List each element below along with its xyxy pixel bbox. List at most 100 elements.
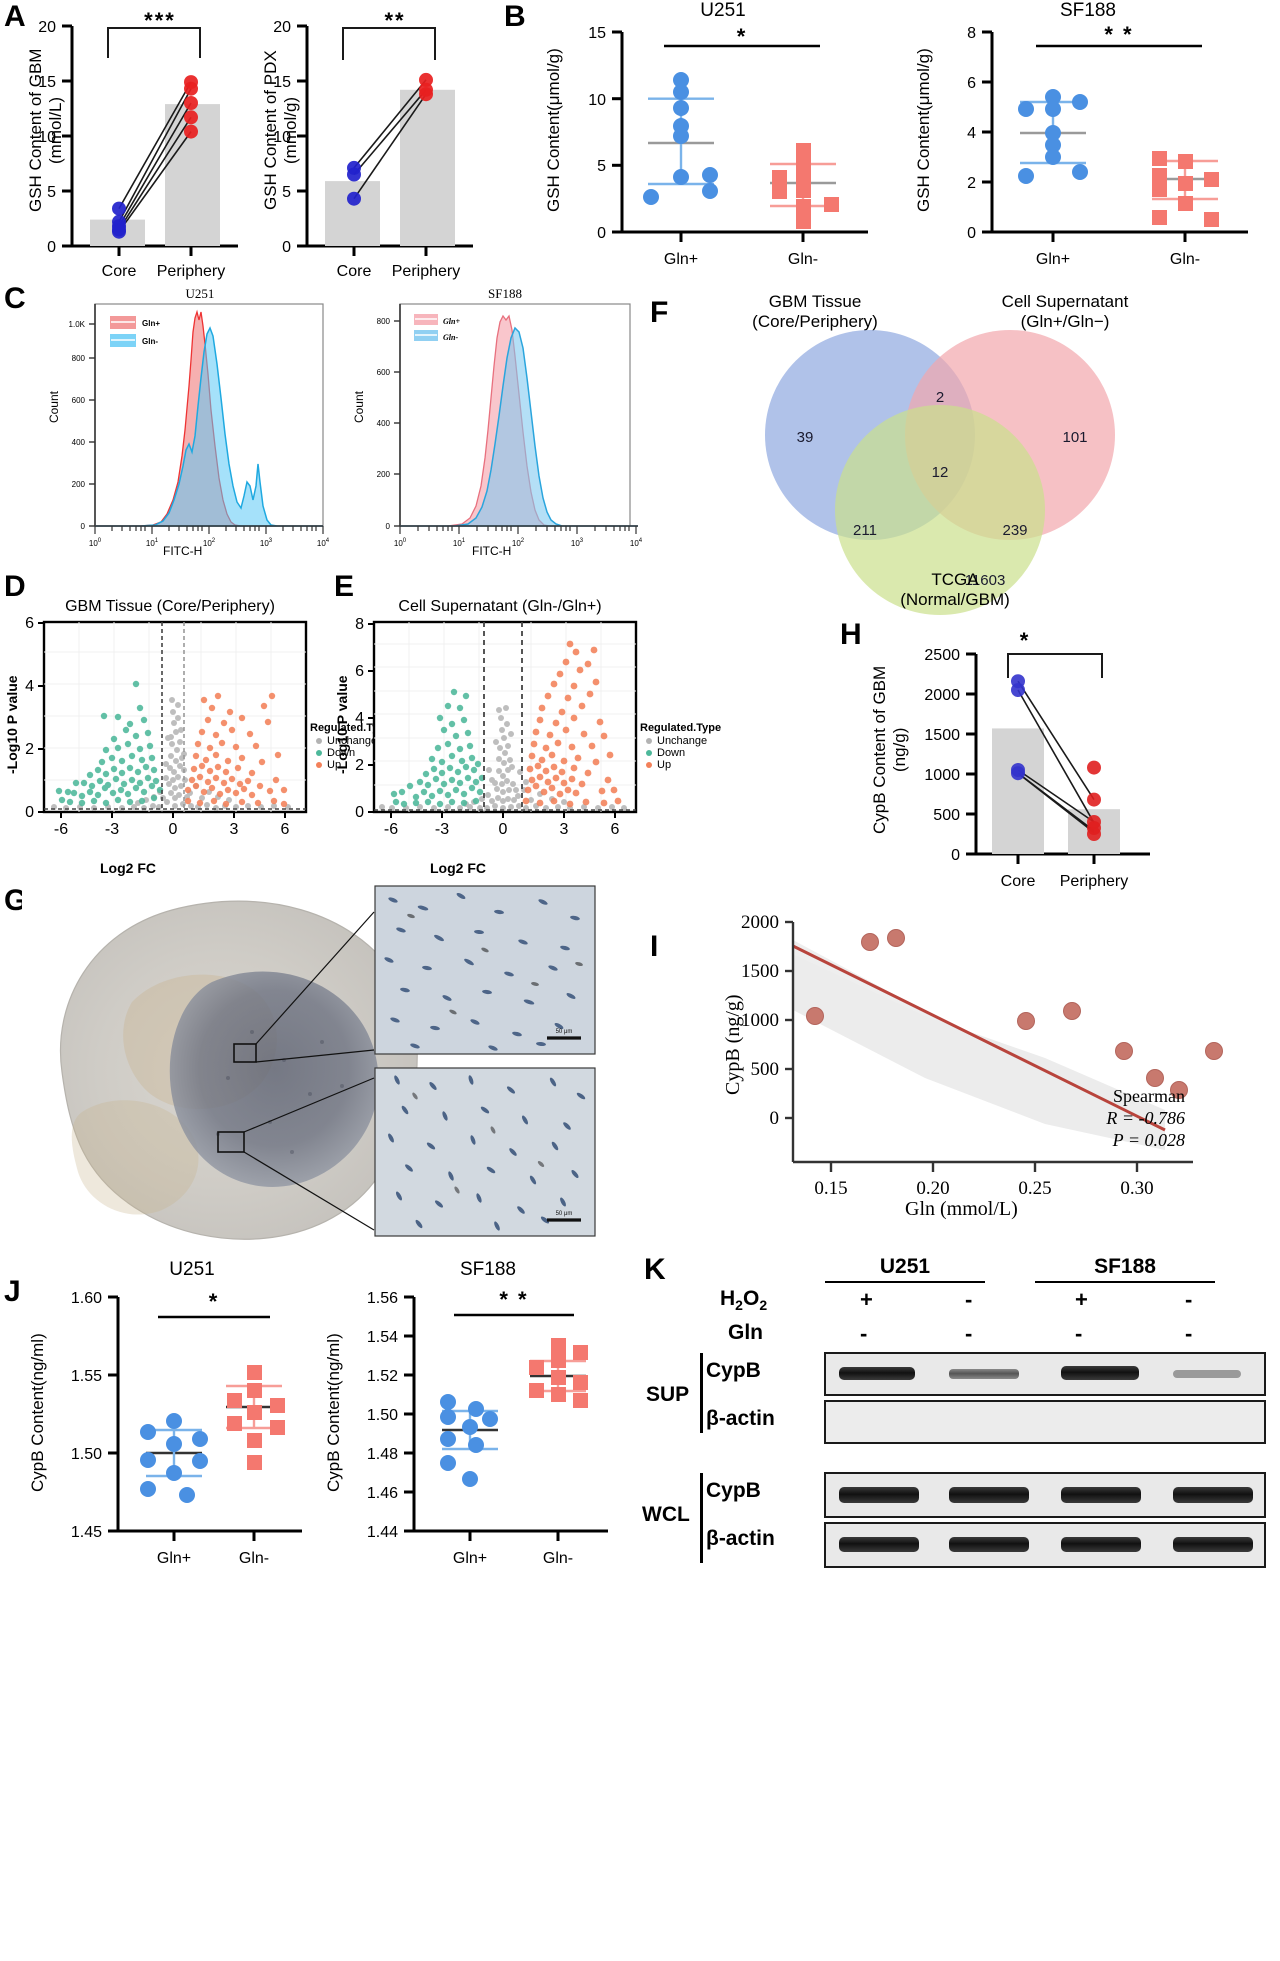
svg-text:-6: -6 [384, 821, 398, 838]
panel-e-ylabel: -Log10 P value [334, 675, 350, 775]
svg-text:6: 6 [967, 75, 976, 92]
svg-text:0: 0 [967, 225, 976, 242]
venn-count-ac: 211 [853, 522, 877, 539]
panel-b-chart-u251: U251 GSH Content(μmol/g) 0 5 10 15 [538, 0, 908, 275]
legend-dot-icon [316, 750, 322, 756]
panel-b1-plot: 0 5 10 15 [588, 25, 868, 268]
panel-a2-plot: 0 5 10 15 20 [273, 19, 473, 280]
panel-a-chart-2: GSH Content of PDX (mmol/g) 0 5 10 15 20 [245, 8, 475, 280]
panel-k-cellline-sf188: SF188 [1035, 1255, 1215, 1283]
panel-a1-ytick-4: 20 [38, 19, 56, 36]
panel-j2-group-gln-minus [529, 1338, 588, 1408]
panel-d-legend-item-down: Down [310, 747, 391, 759]
panel-f-label: F [650, 296, 669, 329]
svg-text:Periphery: Periphery [392, 263, 460, 280]
legend-dot-icon [316, 762, 322, 768]
svg-text:102: 102 [512, 538, 525, 548]
svg-text:4: 4 [25, 678, 34, 695]
panel-d: D GBM Tissue (Core/Periphery) -Log10 P v… [0, 570, 391, 877]
panel-c2-legend-1: Gln- [443, 333, 458, 342]
svg-text:0.20: 0.20 [916, 1178, 949, 1199]
panel-a1-core-points [112, 201, 126, 239]
svg-text:103: 103 [571, 538, 584, 548]
svg-text:-6: -6 [54, 821, 68, 838]
panel-f-set-c-label: TCGA (Normal/GBM) [830, 570, 1080, 609]
panel-c2-legend-0: Gln+ [443, 317, 460, 326]
panel-c2-xlabel: FITC-H [472, 544, 512, 558]
panel-c1-curve-gln-minus [95, 326, 323, 527]
panel-f-set-a-line2: (Core/Periphery) [752, 311, 878, 331]
panel-c2-ylabel: Count [352, 391, 366, 424]
svg-text:Gln+: Gln+ [157, 1550, 191, 1567]
panel-k-cellline-u251: U251 [825, 1255, 985, 1283]
svg-text:Gln+: Gln+ [453, 1550, 487, 1567]
svg-text:1.0K: 1.0K [69, 320, 86, 329]
svg-text:0.30: 0.30 [1120, 1178, 1153, 1199]
panel-k-fraction-sup: SUP [646, 1383, 690, 1406]
panel-d-legend-item-up: Up [310, 759, 391, 771]
svg-text:6: 6 [25, 615, 34, 632]
venn-count-bc: 239 [1002, 522, 1027, 539]
panel-a1-periphery-points [184, 75, 198, 139]
panel-j-label: J [4, 1275, 21, 1308]
panel-d-legend-label-unchange: Unchange [327, 735, 378, 747]
svg-text:0: 0 [597, 225, 606, 242]
panel-k-gln-val-1: - [965, 1321, 973, 1346]
panel-k-gln-val-0: - [860, 1321, 868, 1346]
svg-text:5: 5 [282, 184, 291, 201]
svg-text:1.50: 1.50 [71, 1446, 102, 1463]
panel-a1-ytick-0: 0 [47, 239, 56, 256]
svg-text:1500: 1500 [924, 727, 960, 744]
panel-i-stat-method: Spearman [1113, 1086, 1185, 1106]
svg-text:600: 600 [377, 368, 391, 377]
panel-i-ylabel: CypB (ng/g) [722, 994, 744, 1095]
venn-count-only-a: 39 [797, 429, 814, 446]
panel-j-chart-sf188: SF188 CypB Content(ng/ml) 1.44 1.46 1.48… [318, 1259, 638, 1589]
panel-e-legend-item-up: Up [640, 759, 721, 771]
panel-d-legend-label-up: Up [327, 759, 342, 771]
panel-j1-group-gln-plus [140, 1413, 208, 1503]
svg-text:20: 20 [273, 19, 291, 36]
svg-text:4: 4 [355, 710, 364, 727]
panel-e-title: Cell Supernatant (Gln-/Gln+) [398, 598, 602, 615]
panel-c-label: C [4, 282, 26, 315]
panel-g-inset-top: 50 μm [374, 885, 596, 1055]
svg-text:0.15: 0.15 [814, 1178, 847, 1199]
panel-g: G [0, 880, 640, 1260]
svg-text:1.44: 1.44 [367, 1524, 398, 1541]
panel-e-legend: Regulated.Type Unchange Down Up [640, 722, 721, 771]
panel-g-label: G [4, 884, 28, 917]
svg-text:1.48: 1.48 [367, 1446, 398, 1463]
svg-text:2000: 2000 [741, 912, 779, 933]
panel-i-points-right [1115, 1042, 1188, 1099]
svg-text:Gln+: Gln+ [664, 251, 698, 268]
svg-text:1.46: 1.46 [367, 1485, 398, 1502]
svg-text:1.60: 1.60 [71, 1290, 102, 1307]
panel-h-label: H [840, 618, 862, 651]
panel-c1-plot: 0 200 400 600 800 1.0K [69, 303, 330, 548]
panel-k-gln-val-3: - [1185, 1321, 1193, 1346]
panel-k-h2o2-label: H2O2 [720, 1287, 768, 1314]
svg-text:400: 400 [72, 438, 86, 447]
panel-j1-significance: * [208, 1289, 220, 1314]
svg-text:101: 101 [453, 538, 466, 548]
panel-b: B U251 GSH Content(μmol/g) 0 5 10 15 [500, 0, 1280, 275]
svg-text:100: 100 [89, 538, 102, 548]
svg-text:10: 10 [273, 129, 291, 146]
panel-d-ylabel: -Log10 P value [4, 675, 20, 775]
panel-k-fraction-wcl: WCL [642, 1503, 690, 1526]
panel-k-protein-label-1: β-actin [706, 1407, 775, 1430]
panel-c1-legend: Gln+ Gln- [110, 316, 160, 347]
panel-e-legend-label-up: Up [657, 759, 672, 771]
panel-b-label: B [504, 0, 526, 33]
svg-text:200: 200 [377, 470, 391, 479]
svg-text:1.52: 1.52 [367, 1368, 398, 1385]
svg-text:2: 2 [967, 175, 976, 192]
panel-a1-significance: *** [144, 8, 176, 33]
panel-d-legend-label-down: Down [327, 747, 356, 759]
panel-k-h2o2-val-2: + [1075, 1287, 1088, 1312]
panel-b1-group-gln-minus [770, 143, 839, 229]
panel-c2-title: SF188 [488, 286, 522, 301]
panel-k-gln-label: Gln [728, 1321, 763, 1344]
svg-text:0: 0 [770, 1108, 780, 1129]
